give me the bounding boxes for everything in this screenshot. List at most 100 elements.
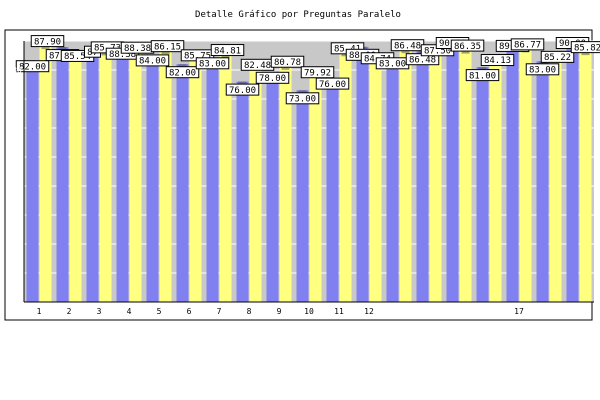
bar-series-1 [566, 41, 579, 302]
data-label: 84.13 [480, 54, 515, 67]
x-tick-label: 8 [247, 307, 252, 316]
data-label: 86.48 [390, 39, 425, 51]
data-label-box [30, 35, 65, 48]
data-label-text: 80.78 [274, 58, 301, 68]
x-tick-label: 18 [544, 307, 554, 316]
bar-series-1 [86, 49, 99, 303]
data-label: 82.48 [240, 58, 275, 71]
data-label: 83.00 [195, 57, 230, 70]
bar-series-1 [26, 64, 39, 302]
bar-series-1 [56, 47, 69, 303]
y-tick-label: 80 [12, 66, 22, 75]
y-tick-label: 10 [12, 269, 22, 278]
bar-series-2 [39, 47, 52, 303]
bar-series-1 [506, 43, 519, 303]
x-tick-label: 11 [334, 307, 344, 316]
data-label-box [450, 39, 485, 52]
data-label-text: 86.15 [154, 42, 181, 52]
data-label-box [150, 40, 185, 53]
bar-series-2 [399, 51, 412, 302]
data-label-text: 85.22 [544, 53, 571, 63]
bar-series-1 [446, 41, 459, 302]
data-label-box [465, 69, 500, 82]
bar-series-2 [519, 50, 532, 302]
data-label-text: 87.90 [34, 37, 61, 47]
bar-series-2 [369, 56, 382, 303]
bar-series-1 [116, 45, 129, 302]
data-label-box [15, 60, 50, 73]
data-label: 83.00 [375, 57, 410, 70]
y-tick-label: 70 [12, 95, 22, 104]
data-label-text: 84.81 [214, 46, 241, 56]
bar-series-2 [579, 53, 592, 302]
x-tick-label: 5 [157, 307, 162, 316]
data-label-text: 84.13 [484, 56, 511, 66]
data-label-box [255, 71, 290, 84]
data-label: 88.38 [120, 41, 155, 54]
data-label-text: 88.38 [109, 50, 136, 60]
y-tick-label: 20 [12, 240, 22, 249]
data-label-box [315, 77, 350, 90]
bar-series-2-top [341, 54, 350, 57]
data-label: 87.90 [30, 35, 65, 48]
data-label-box [165, 66, 200, 79]
x-tick-label: 14 [424, 307, 434, 316]
x-tick-label: 6 [187, 307, 192, 316]
data-label: 73.00 [285, 92, 320, 105]
bar-series-2 [159, 52, 172, 302]
bar-series-1-top [298, 90, 307, 93]
data-label-text: 73.00 [289, 95, 316, 105]
data-label: 86.77 [510, 38, 545, 51]
data-label-text: 84.00 [139, 57, 166, 67]
y-tick-label: 90 [12, 37, 22, 46]
data-label: 81.00 [465, 69, 500, 82]
bar-series-1 [266, 75, 279, 302]
bar-series-1-top [178, 64, 187, 67]
bar-series-1 [146, 58, 159, 303]
data-label-text: 82.00 [169, 68, 196, 78]
bar-series-1 [416, 51, 429, 302]
data-label-box [210, 44, 245, 57]
y-tick-label: 30 [12, 211, 22, 220]
data-label-text: 81.00 [469, 71, 496, 81]
data-label: 85.22 [540, 50, 575, 63]
data-label-text: 85.75 [184, 52, 211, 62]
data-label-text: 86.48 [394, 41, 421, 51]
data-label-text: 88.38 [124, 44, 151, 54]
bar-series-2 [309, 70, 322, 303]
data-label-box [480, 54, 515, 67]
bar-series-2 [219, 56, 232, 303]
data-label-text: 83.00 [529, 66, 556, 76]
bar-series-2-top [41, 47, 50, 50]
data-label-text: 79.92 [304, 68, 331, 78]
data-label-box [510, 38, 545, 51]
bar-series-2 [429, 48, 442, 302]
bar-series-2-top [581, 53, 590, 56]
y-tick-label: 60 [12, 124, 22, 133]
data-label: 83.00 [525, 63, 560, 76]
y-tick-label: 50 [12, 153, 22, 162]
data-label-box [270, 55, 305, 68]
data-label-text: 76.00 [319, 80, 346, 90]
data-label-box [570, 41, 600, 54]
data-label-text: 85.82 [574, 43, 600, 53]
bar-series-2-top [221, 56, 230, 59]
bar-series-2 [549, 54, 562, 302]
bar-series-2-top [101, 53, 110, 56]
data-labels: 82.0087.9087.9085.548785.7388.3888.3884.… [15, 35, 600, 105]
x-tick-label: 10 [304, 307, 314, 316]
data-label: 86.15 [150, 40, 185, 53]
x-tick-label: 2 [67, 307, 72, 316]
x-tick-label: 19 [574, 307, 584, 316]
data-label-text: 86.48 [409, 55, 436, 65]
x-tick-label: 4 [127, 307, 132, 316]
chart-title: Detalle Gráfico por Preguntas Paralelo [195, 10, 401, 20]
bar-series-1 [356, 46, 369, 302]
data-label: 79.92 [300, 66, 335, 78]
bar-series-2 [249, 62, 262, 302]
data-label-text: 82.48 [244, 61, 271, 71]
data-label: 84.81 [210, 44, 245, 57]
data-label: 82.00 [165, 66, 200, 79]
bar-series-2 [459, 51, 472, 303]
